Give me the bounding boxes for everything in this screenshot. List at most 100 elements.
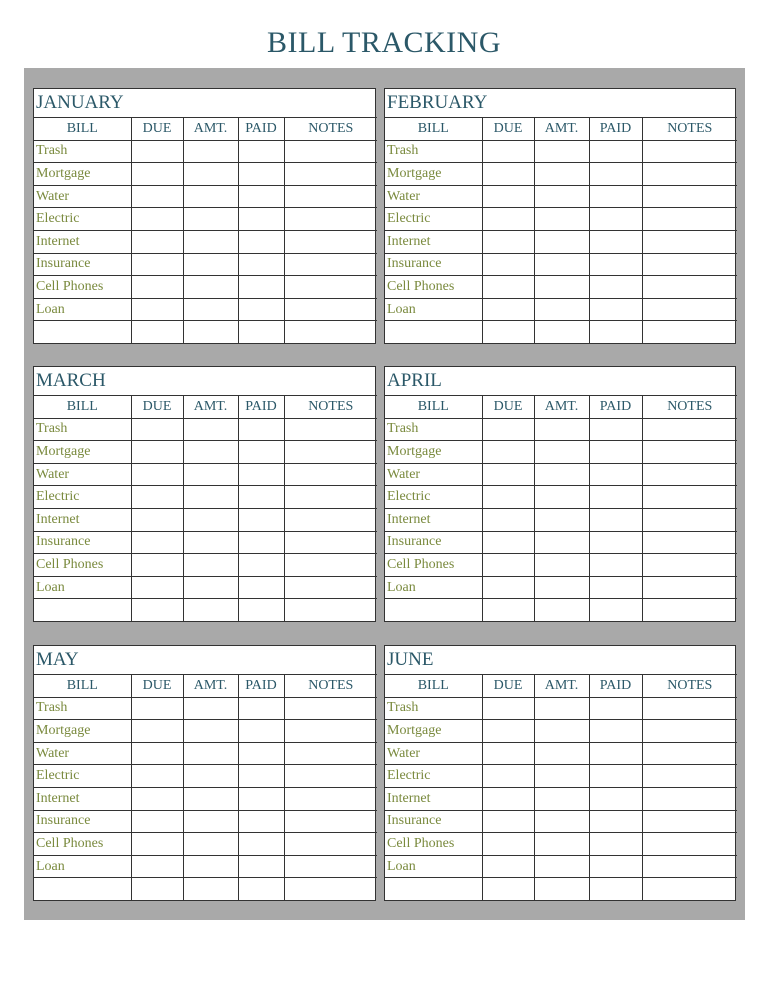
entry-cell[interactable] xyxy=(588,741,643,766)
entry-cell[interactable] xyxy=(130,530,184,555)
entry-cell[interactable] xyxy=(130,275,184,299)
entry-cell[interactable] xyxy=(588,719,643,743)
entry-cell[interactable] xyxy=(641,764,738,788)
entry-cell[interactable] xyxy=(481,877,535,900)
entry-cell[interactable] xyxy=(283,877,378,900)
entry-cell[interactable] xyxy=(481,696,535,721)
entry-cell[interactable] xyxy=(130,162,184,186)
entry-cell[interactable] xyxy=(588,507,643,532)
entry-cell[interactable] xyxy=(283,275,378,299)
entry-cell[interactable] xyxy=(588,275,643,299)
entry-cell[interactable] xyxy=(182,832,239,856)
entry-cell[interactable] xyxy=(588,252,643,277)
entry-cell[interactable] xyxy=(641,598,737,621)
entry-cell[interactable] xyxy=(481,786,535,811)
entry-cell[interactable] xyxy=(182,440,239,464)
entry-cell[interactable] xyxy=(130,575,184,600)
entry-cell[interactable] xyxy=(481,162,535,186)
entry-cell[interactable] xyxy=(533,854,590,879)
entry-cell[interactable] xyxy=(283,809,378,834)
entry-cell[interactable] xyxy=(130,786,184,811)
entry-cell[interactable] xyxy=(641,507,737,532)
entry-cell[interactable] xyxy=(283,297,378,322)
entry-cell[interactable] xyxy=(481,297,535,322)
entry-cell[interactable] xyxy=(130,696,184,721)
entry-cell[interactable] xyxy=(533,162,590,186)
entry-cell[interactable] xyxy=(237,417,285,442)
entry-cell[interactable] xyxy=(237,741,285,766)
entry-cell[interactable] xyxy=(481,320,535,343)
entry-cell[interactable] xyxy=(641,575,737,600)
entry-cell[interactable] xyxy=(481,485,535,509)
entry-cell[interactable] xyxy=(283,741,378,766)
entry-cell[interactable] xyxy=(481,462,535,487)
entry-cell[interactable] xyxy=(182,696,239,721)
entry-cell[interactable] xyxy=(588,809,643,834)
entry-cell[interactable] xyxy=(283,207,378,231)
entry-cell[interactable] xyxy=(588,786,643,811)
entry-cell[interactable] xyxy=(641,462,737,487)
entry-cell[interactable] xyxy=(283,229,378,254)
entry-cell[interactable] xyxy=(283,786,378,811)
entry-cell[interactable] xyxy=(533,184,590,209)
entry-cell[interactable] xyxy=(283,553,378,577)
entry-cell[interactable] xyxy=(481,507,535,532)
entry-cell[interactable] xyxy=(237,440,285,464)
entry-cell[interactable] xyxy=(182,741,239,766)
entry-cell[interactable] xyxy=(641,719,738,743)
entry-cell[interactable] xyxy=(641,297,738,322)
entry-cell[interactable] xyxy=(533,320,590,343)
entry-cell[interactable] xyxy=(533,764,590,788)
entry-cell[interactable] xyxy=(130,320,184,343)
entry-cell[interactable] xyxy=(641,139,738,164)
entry-cell[interactable] xyxy=(130,854,184,879)
entry-cell[interactable] xyxy=(588,207,643,231)
entry-cell[interactable] xyxy=(237,275,285,299)
entry-cell[interactable] xyxy=(481,809,535,834)
entry-cell[interactable] xyxy=(533,229,590,254)
entry-cell[interactable] xyxy=(283,598,378,621)
entry-cell[interactable] xyxy=(237,575,285,600)
entry-cell[interactable] xyxy=(481,275,535,299)
entry-cell[interactable] xyxy=(182,229,239,254)
entry-cell[interactable] xyxy=(533,832,590,856)
entry-cell[interactable] xyxy=(481,764,535,788)
entry-cell[interactable] xyxy=(130,598,184,621)
entry-cell[interactable] xyxy=(130,832,184,856)
entry-cell[interactable] xyxy=(481,553,535,577)
entry-cell[interactable] xyxy=(182,598,239,621)
entry-cell[interactable] xyxy=(182,854,239,879)
entry-cell[interactable] xyxy=(182,530,239,555)
entry-cell[interactable] xyxy=(130,719,184,743)
entry-cell[interactable] xyxy=(130,741,184,766)
entry-cell[interactable] xyxy=(588,485,643,509)
entry-cell[interactable] xyxy=(588,139,643,164)
entry-cell[interactable] xyxy=(130,877,184,900)
entry-cell[interactable] xyxy=(283,440,378,464)
entry-cell[interactable] xyxy=(182,575,239,600)
entry-cell[interactable] xyxy=(481,229,535,254)
entry-cell[interactable] xyxy=(533,575,590,600)
entry-cell[interactable] xyxy=(641,832,738,856)
entry-cell[interactable] xyxy=(533,252,590,277)
entry-cell[interactable] xyxy=(533,877,590,900)
entry-cell[interactable] xyxy=(283,854,378,879)
entry-cell[interactable] xyxy=(182,139,239,164)
entry-cell[interactable] xyxy=(481,530,535,555)
entry-cell[interactable] xyxy=(641,696,738,721)
entry-cell[interactable] xyxy=(130,485,184,509)
entry-cell[interactable] xyxy=(533,417,590,442)
entry-cell[interactable] xyxy=(182,184,239,209)
entry-cell[interactable] xyxy=(641,741,738,766)
entry-cell[interactable] xyxy=(533,462,590,487)
entry-cell[interactable] xyxy=(130,184,184,209)
entry-cell[interactable] xyxy=(283,252,378,277)
entry-cell[interactable] xyxy=(481,417,535,442)
entry-cell[interactable] xyxy=(641,553,737,577)
entry-cell[interactable] xyxy=(533,553,590,577)
entry-cell[interactable] xyxy=(130,417,184,442)
entry-cell[interactable] xyxy=(283,162,378,186)
entry-cell[interactable] xyxy=(237,877,285,900)
entry-cell[interactable] xyxy=(237,252,285,277)
entry-cell[interactable] xyxy=(588,440,643,464)
